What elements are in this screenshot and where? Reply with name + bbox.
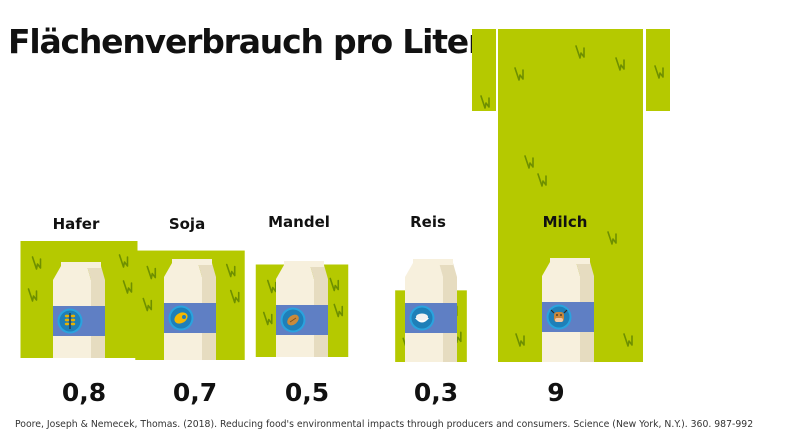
bar-group-mandel: Mandel 0,5 <box>255 213 349 407</box>
grass-tuft <box>615 57 625 71</box>
carton-top-side <box>87 266 105 280</box>
cow-icon <box>550 309 568 322</box>
carton-top-side <box>198 263 216 277</box>
almond-icon <box>287 314 299 326</box>
value-label: 0,8 <box>62 378 106 407</box>
value-label: 0,3 <box>414 378 458 407</box>
carton-top-front <box>164 263 202 277</box>
grass-tuft <box>333 303 344 318</box>
category-label: Reis <box>410 213 446 231</box>
carton-top-side <box>310 265 328 279</box>
grass-tuft <box>225 263 236 278</box>
carton-cap <box>61 262 101 268</box>
carton-top-side <box>439 263 457 277</box>
grass-tuft <box>480 95 490 109</box>
grass-tuft <box>329 277 340 292</box>
grass-tuft <box>537 173 547 187</box>
grass-tuft <box>118 254 129 268</box>
carton-top-front <box>53 266 91 280</box>
grass-tuft <box>575 45 585 59</box>
category-label: Soja <box>169 215 205 233</box>
grass-tuft <box>515 333 525 347</box>
soybean-icon <box>174 312 188 324</box>
grass-tuft <box>262 311 273 326</box>
grass-tuft <box>524 155 534 169</box>
carton-cap <box>413 259 453 265</box>
grass-tuft <box>122 280 133 294</box>
grass-tuft <box>607 231 617 245</box>
carton-cap <box>284 261 324 267</box>
grass-tuft <box>27 288 38 302</box>
value-label: 9 <box>547 378 564 407</box>
carton-top-side <box>576 262 594 276</box>
chart-title: Flächenverbrauch pro Liter <box>8 22 484 61</box>
bar-group-hafer: Hafer 0,8 <box>20 215 138 407</box>
value-label: 0,7 <box>173 378 217 407</box>
source-citation: Poore, Joseph & Nemecek, Thomas. (2018).… <box>15 419 754 430</box>
grass-tuft <box>654 65 664 79</box>
category-label: Hafer <box>53 215 100 233</box>
category-label: Mandel <box>268 213 330 231</box>
carton-cap <box>172 259 212 265</box>
rice-bowl-icon <box>415 313 429 323</box>
bar-group-reis: Reis 0,3 <box>395 213 467 407</box>
area-overflow-left <box>472 29 496 111</box>
wheat-icon <box>64 313 76 329</box>
grass-tuft <box>623 333 633 347</box>
grass-tuft <box>142 297 153 312</box>
grass-tuft <box>229 289 240 304</box>
carton-top-front <box>542 262 580 276</box>
grass-tuft <box>31 256 42 270</box>
grass-tuft <box>514 67 524 81</box>
value-label: 0,5 <box>285 378 329 407</box>
category-label: Milch <box>543 213 588 231</box>
carton-top-front <box>405 263 443 277</box>
area-overflow-right <box>646 29 670 111</box>
grass-tuft <box>266 279 277 294</box>
carton-top-front <box>276 265 314 279</box>
bar-group-soja: Soja 0,7 <box>135 215 245 407</box>
carton-cap <box>550 258 590 264</box>
bar-group-milch: Milch 9 <box>472 29 670 407</box>
grass-tuft <box>146 265 157 280</box>
